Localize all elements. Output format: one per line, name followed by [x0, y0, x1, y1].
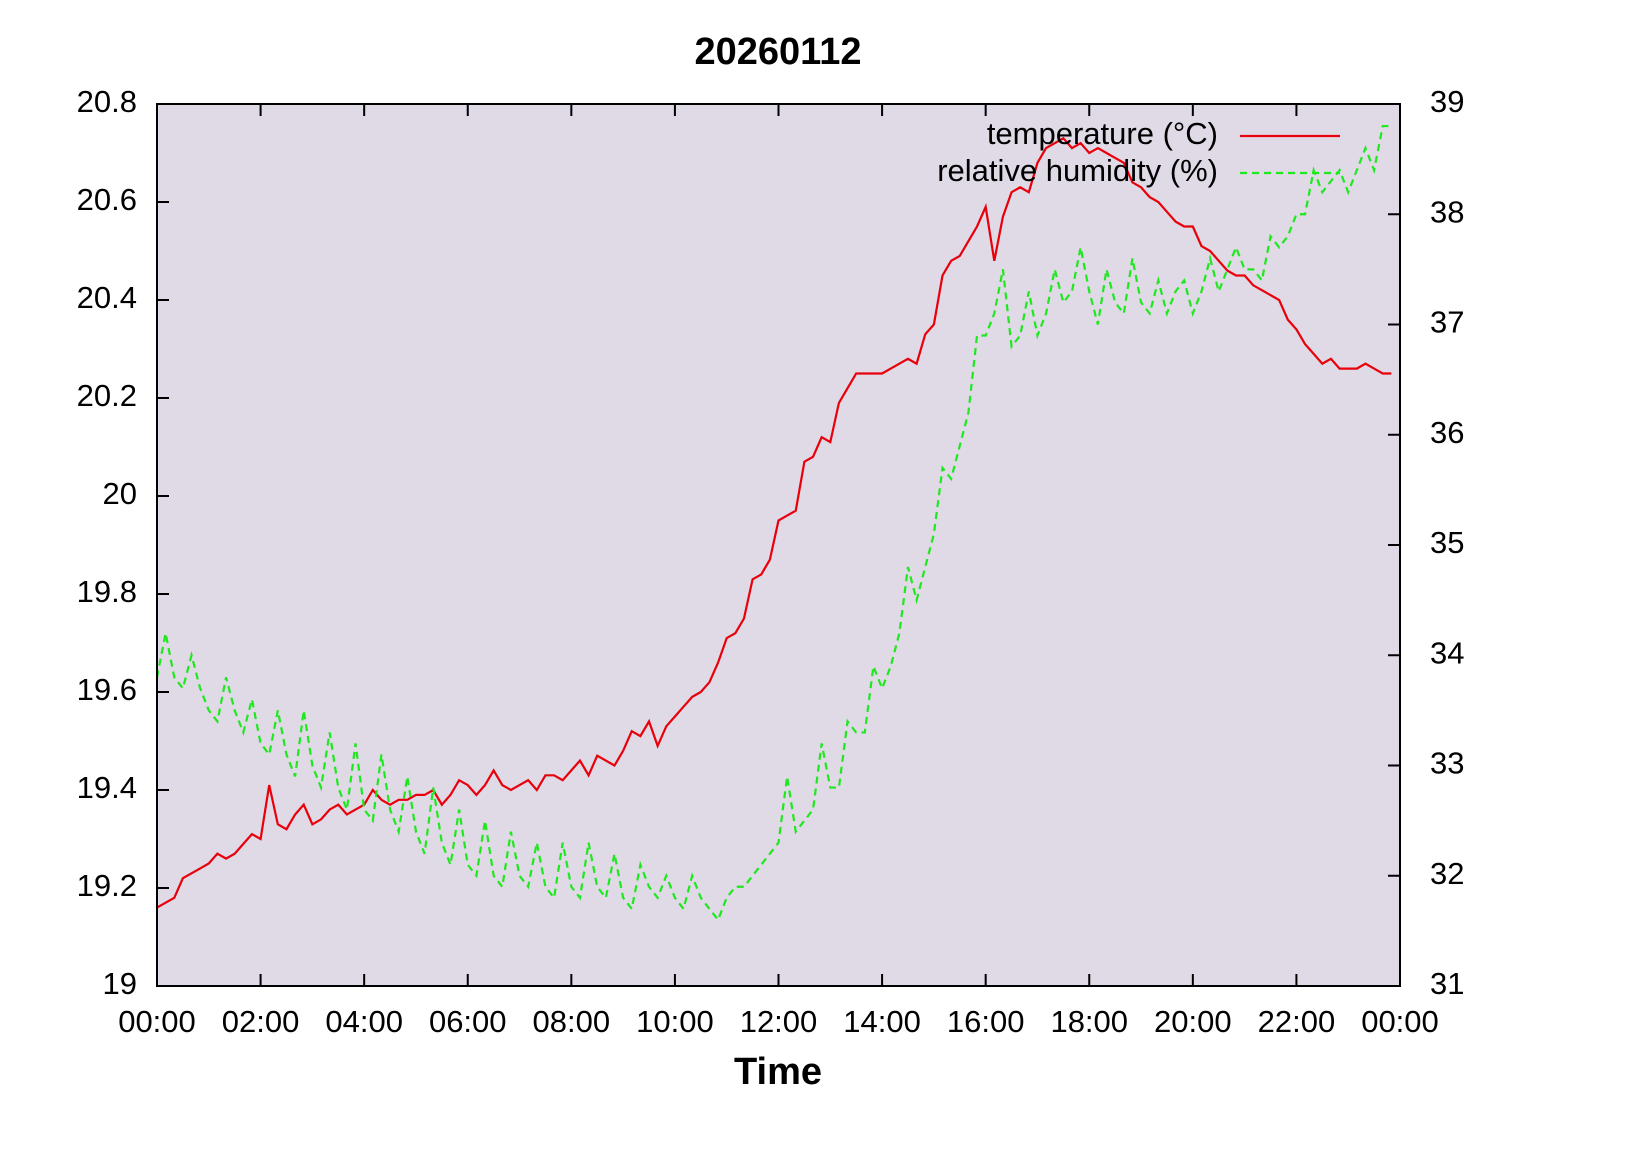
y-tick-label: 20.6 — [77, 182, 137, 217]
x-tick-label: 00:00 — [1361, 1004, 1439, 1039]
y2-tick-label: 35 — [1430, 525, 1464, 560]
x-tick-label: 00:00 — [118, 1004, 196, 1039]
x-tick-label: 22:00 — [1258, 1004, 1336, 1039]
y-tick-label: 20 — [103, 476, 137, 511]
x-tick-label: 16:00 — [947, 1004, 1025, 1039]
x-tick-label: 04:00 — [325, 1004, 403, 1039]
y-tick-label: 19.8 — [77, 574, 137, 609]
y2-tick-label: 34 — [1430, 635, 1464, 670]
y2-tick-label: 33 — [1430, 746, 1464, 781]
x-tick-label: 06:00 — [429, 1004, 507, 1039]
y2-tick-label: 38 — [1430, 194, 1464, 229]
plot-background — [157, 104, 1400, 986]
y-tick-label: 20.8 — [77, 84, 137, 119]
y-tick-label: 19.4 — [77, 770, 137, 805]
y2-tick-label: 31 — [1430, 966, 1464, 1001]
legend-label: relative humidity (%) — [937, 153, 1218, 188]
chart-title: 20260112 — [695, 31, 862, 73]
x-tick-label: 10:00 — [636, 1004, 714, 1039]
x-tick-label: 14:00 — [843, 1004, 921, 1039]
legend-label: temperature (°C) — [987, 116, 1218, 151]
y2-tick-label: 36 — [1430, 415, 1464, 450]
x-tick-label: 02:00 — [222, 1004, 300, 1039]
y-tick-label: 20.2 — [77, 378, 137, 413]
x-tick-label: 20:00 — [1154, 1004, 1232, 1039]
y2-tick-label: 32 — [1430, 856, 1464, 891]
x-axis-label: Time — [734, 1051, 822, 1093]
x-tick-label: 12:00 — [740, 1004, 818, 1039]
x-tick-label: 18:00 — [1050, 1004, 1128, 1039]
y2-tick-label: 37 — [1430, 305, 1464, 340]
y-tick-label: 19.6 — [77, 672, 137, 707]
plot-frame — [156, 103, 1401, 987]
y-tick-label: 19.2 — [77, 868, 137, 903]
y-tick-label: 19 — [103, 966, 137, 1001]
x-tick-label: 08:00 — [533, 1004, 611, 1039]
y-tick-label: 20.4 — [77, 280, 137, 315]
y2-tick-label: 39 — [1430, 84, 1464, 119]
